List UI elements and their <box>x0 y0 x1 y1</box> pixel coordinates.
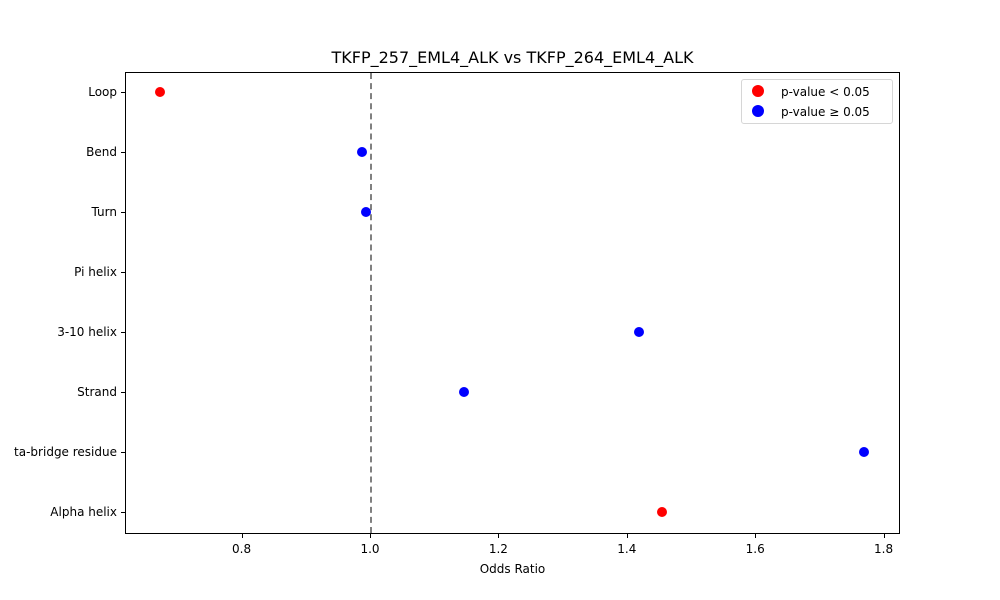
y-tick-label: ta-bridge residue <box>14 444 125 460</box>
y-tick-label: 3-10 helix <box>57 324 125 340</box>
y-tick-label: Loop <box>88 84 125 100</box>
blue-circle-marker-icon <box>752 105 764 117</box>
y-tick-label: Strand <box>77 384 125 400</box>
data-point-strand <box>458 387 469 397</box>
legend-label: p-value < 0.05 <box>781 85 870 99</box>
data-point-turn <box>361 207 372 217</box>
x-tick-label: 1.0 <box>350 534 390 556</box>
y-tick-label: Bend <box>86 144 125 160</box>
data-point-isolated-beta-bridge-residue <box>859 447 870 457</box>
legend-entry-not-significant: p-value ≥ 0.05 <box>752 103 870 121</box>
x-tick-label: 1.4 <box>607 534 647 556</box>
data-point-alpha-helix <box>657 507 668 517</box>
legend-label: p-value ≥ 0.05 <box>781 105 870 119</box>
data-point-3-10-helix <box>633 327 644 337</box>
plot-area <box>125 72 900 534</box>
legend-entry-significant: p-value < 0.05 <box>752 83 870 101</box>
x-tick-label: 1.8 <box>864 534 904 556</box>
x-tick-label: 1.6 <box>735 534 775 556</box>
chart-title: TKFP_257_EML4_ALK vs TKFP_264_EML4_ALK <box>331 48 694 67</box>
data-point-loop <box>155 87 166 97</box>
x-axis-label: Odds Ratio <box>479 562 546 576</box>
y-tick-label: Alpha helix <box>50 504 125 520</box>
y-tick-label: Pi helix <box>74 264 125 280</box>
x-tick-label: 0.8 <box>222 534 262 556</box>
data-point-bend <box>357 147 368 157</box>
y-tick-label: Turn <box>92 204 126 220</box>
x-tick-label: 1.2 <box>478 534 518 556</box>
legend: p-value < 0.05 p-value ≥ 0.05 <box>741 79 893 124</box>
red-circle-marker-icon <box>752 85 764 97</box>
reference-line-odds-1 <box>370 73 372 533</box>
